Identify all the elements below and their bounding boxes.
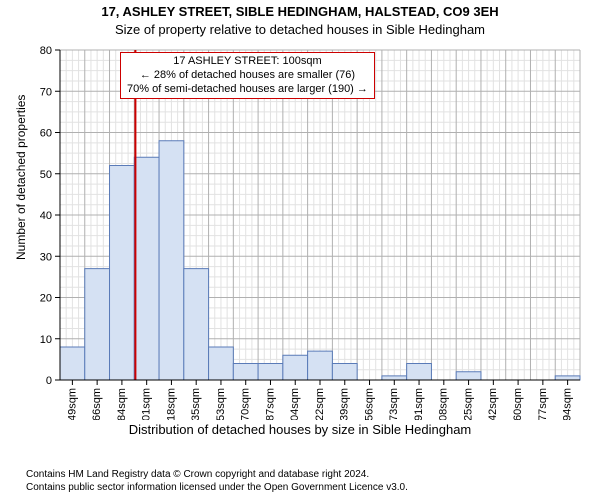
y-tick-label: 0: [46, 375, 52, 387]
bar: [308, 351, 333, 380]
annotation-line-1: 17 ASHLEY STREET: 100sqm: [127, 55, 368, 69]
x-tick-label: 118sqm: [165, 388, 177, 420]
chart-container: 17, ASHLEY STREET, SIBLE HEDINGHAM, HALS…: [0, 0, 600, 500]
bar: [382, 376, 407, 380]
y-tick-label: 50: [40, 169, 52, 181]
y-tick-label: 10: [40, 334, 52, 346]
bar: [184, 269, 209, 380]
x-tick-label: 360sqm: [512, 388, 524, 420]
bar: [456, 372, 481, 380]
footer-line-2: Contains public sector information licen…: [26, 482, 408, 495]
y-tick-label: 20: [40, 293, 52, 305]
x-tick-label: 204sqm: [289, 388, 301, 420]
title-line2: Size of property relative to detached ho…: [0, 22, 600, 37]
x-tick-label: 66sqm: [91, 388, 103, 420]
bar: [407, 364, 432, 381]
bar: [233, 364, 258, 381]
bar: [85, 269, 110, 380]
annotation-line-3: 70% of semi-detached houses are larger (…: [127, 83, 368, 97]
x-tick-label: 153sqm: [215, 388, 227, 420]
x-tick-label: 49sqm: [66, 388, 78, 420]
x-axis-caption: Distribution of detached houses by size …: [0, 422, 600, 437]
x-tick-label: 377sqm: [537, 388, 549, 420]
x-tick-label: 135sqm: [190, 388, 202, 420]
y-tick-label: 70: [40, 86, 52, 98]
y-tick-label: 80: [40, 45, 52, 57]
bar: [134, 157, 159, 380]
x-tick-label: 273sqm: [388, 388, 400, 420]
bar: [159, 141, 184, 380]
x-tick-label: 308sqm: [438, 388, 450, 420]
x-tick-label: 101sqm: [141, 388, 153, 420]
bar: [60, 347, 85, 380]
x-tick-label: 342sqm: [487, 388, 499, 420]
y-tick-label: 60: [40, 128, 52, 140]
footer-line-1: Contains HM Land Registry data © Crown c…: [26, 469, 408, 482]
y-tick-label: 40: [40, 210, 52, 222]
x-tick-label: 291sqm: [413, 388, 425, 420]
title-line1: 17, ASHLEY STREET, SIBLE HEDINGHAM, HALS…: [0, 4, 600, 19]
bar: [332, 364, 357, 381]
annotation-box: 17 ASHLEY STREET: 100sqm ← 28% of detach…: [120, 52, 375, 99]
x-tick-label: 256sqm: [363, 388, 375, 420]
y-tick-label: 30: [40, 251, 52, 263]
x-tick-label: 239sqm: [339, 388, 351, 420]
bar: [283, 355, 308, 380]
footer: Contains HM Land Registry data © Crown c…: [26, 469, 408, 494]
bar: [209, 347, 234, 380]
bar: [258, 364, 283, 381]
x-tick-label: 170sqm: [240, 388, 252, 420]
x-tick-label: 325sqm: [462, 388, 474, 420]
x-tick-label: 222sqm: [314, 388, 326, 420]
bar: [110, 166, 135, 381]
x-tick-label: 84sqm: [116, 388, 128, 420]
bar: [555, 376, 580, 380]
x-tick-label: 187sqm: [264, 388, 276, 420]
x-tick-label: 394sqm: [562, 388, 574, 420]
annotation-line-2: ← 28% of detached houses are smaller (76…: [127, 69, 368, 83]
